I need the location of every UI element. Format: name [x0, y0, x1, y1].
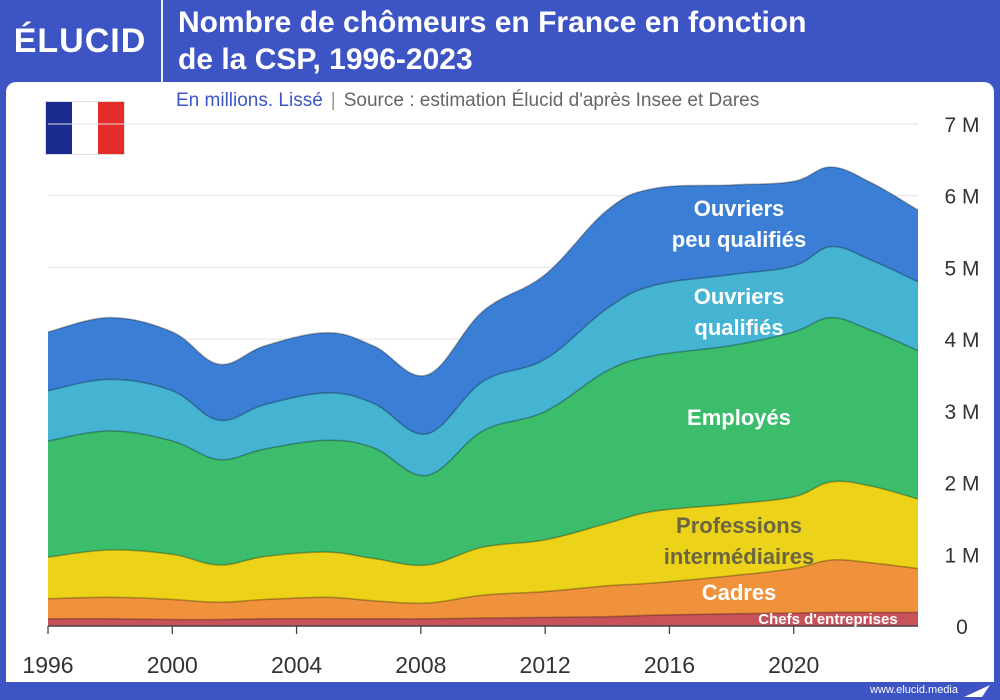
y-tick-label: 4 M	[944, 329, 979, 352]
area-edge-ouvriers-qualifies	[47, 245, 919, 435]
x-axis-tick-labels: 1996 2000 2004 2008 2012 2016 2020	[22, 626, 819, 678]
y-tick-label: 7 M	[944, 114, 979, 137]
x-tick-label: 2012	[520, 652, 571, 678]
area-label-chefs-d-entreprises: Chefs d'entreprises	[758, 611, 897, 628]
title-line-2: de la CSP, 1996-2023	[178, 43, 473, 76]
area-label-ouvriers-qualifies: Ouvriers qualifiés	[694, 284, 785, 340]
y-tick-label: 3 M	[944, 401, 979, 424]
subtitle-unit: En millions. Lissé	[176, 90, 323, 111]
area-label-employes: Employés	[687, 405, 791, 430]
x-tick-label: 2008	[395, 652, 446, 678]
area-label-ouvriers-peu-qualifies: Ouvriers peu qualifiés	[672, 196, 806, 252]
y-tick-label: 0	[956, 616, 968, 639]
y-tick-label: 1 M	[944, 544, 979, 567]
subtitle-separator: |	[330, 90, 336, 111]
area-edge-cadres	[47, 558, 919, 605]
y-tick-label: 5 M	[944, 257, 979, 280]
area-edge-chefs-d-entreprises	[47, 611, 919, 621]
chart-subtitle: En millions. Lissé | Source : estimation É…	[176, 90, 759, 112]
y-axis-tick-labels: 0 1 M 2 M 3 M 4 M 5 M 6 M 7 M	[944, 114, 979, 639]
chart-title: Nombre de chômeurs en France en fonction…	[178, 4, 978, 78]
area-label-professions-intermediaires: Professions intermédiaires	[664, 513, 814, 569]
x-tick-label: 2016	[644, 652, 695, 678]
x-tick-label: 1996	[22, 652, 73, 678]
area-edge-ouvriers-peu-qualifies	[47, 166, 919, 377]
subtitle-source: Source : estimation Élucid d'après Insee…	[343, 90, 760, 111]
area-labels: Ouvriers peu qualifiés Ouvriers qualifiés Em…	[664, 196, 898, 628]
x-tick-label: 2004	[271, 652, 322, 678]
x-tick-label: 2000	[147, 652, 198, 678]
header-bar: ÉLUCID Nombre de chômeurs en France en f…	[0, 0, 1000, 82]
paper-plane-icon	[964, 685, 990, 697]
title-line-1: Nombre de chômeurs en France en fonction	[178, 6, 807, 39]
logo-divider	[161, 0, 163, 82]
area-cadres	[48, 559, 918, 626]
footer-bar: www.elucid.media	[0, 682, 1000, 700]
area-label-cadres: Cadres	[702, 580, 777, 605]
chart-areas	[47, 166, 919, 627]
x-tick-label: 2020	[768, 652, 819, 678]
france-flag-icon	[46, 102, 124, 154]
area-edge-professions-intermediaires	[47, 480, 919, 567]
area-chefs-d-entreprises	[48, 612, 918, 626]
area-edge-employes	[47, 316, 919, 477]
footer-site-link[interactable]: www.elucid.media	[869, 684, 958, 696]
brand-logo[interactable]: ÉLUCID	[13, 21, 147, 60]
y-tick-label: 2 M	[944, 473, 979, 496]
y-tick-label: 6 M	[944, 186, 979, 209]
